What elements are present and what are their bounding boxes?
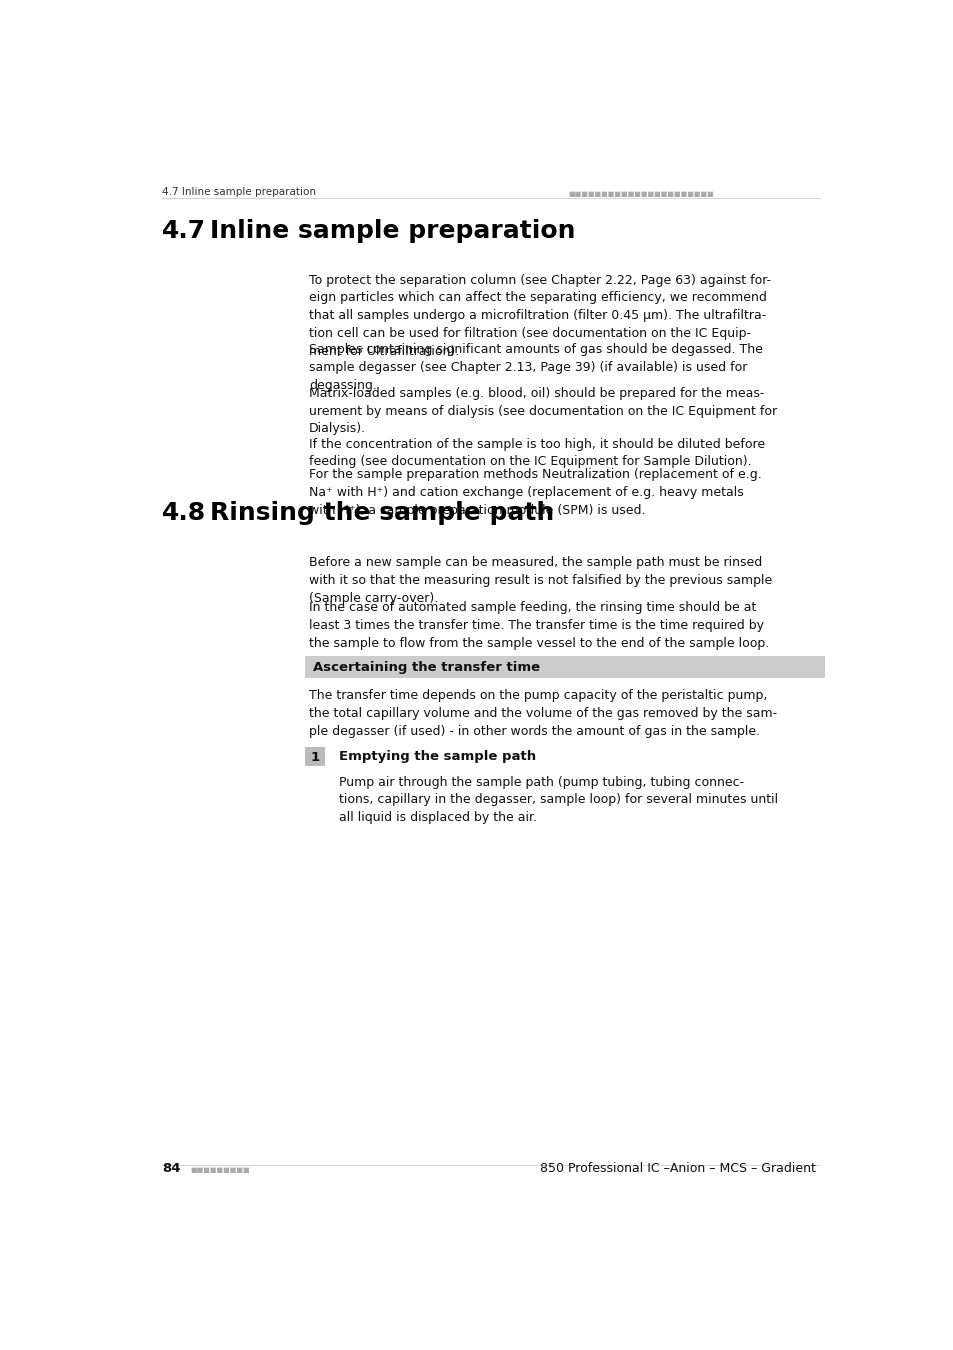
Text: Pump air through the sample path (pump tubing, tubing connec-
tions, capillary i: Pump air through the sample path (pump t…	[338, 776, 777, 825]
Text: Inline sample preparation: Inline sample preparation	[210, 219, 575, 243]
Text: Ascertaining the transfer time: Ascertaining the transfer time	[313, 662, 539, 675]
Text: 84: 84	[162, 1161, 180, 1174]
FancyBboxPatch shape	[305, 747, 325, 765]
Text: For the sample preparation methods Neutralization (replacement of e.g.
Na⁺ with : For the sample preparation methods Neutr…	[309, 468, 761, 517]
Text: If the concentration of the sample is too high, it should be diluted before
feed: If the concentration of the sample is to…	[309, 437, 764, 468]
Text: 1: 1	[311, 751, 319, 764]
Text: 4.8: 4.8	[162, 501, 206, 525]
Text: In the case of automated sample feeding, the rinsing time should be at
least 3 t: In the case of automated sample feeding,…	[309, 601, 768, 649]
Text: Samples containing significant amounts of gas should be degassed. The
sample deg: Samples containing significant amounts o…	[309, 343, 762, 391]
Text: 4.7 Inline sample preparation: 4.7 Inline sample preparation	[162, 186, 315, 197]
Text: 4.7: 4.7	[162, 219, 206, 243]
Text: ■■■■■■■■■■■■■■■■■■■■■■: ■■■■■■■■■■■■■■■■■■■■■■	[568, 190, 714, 197]
Text: Before a new sample can be measured, the sample path must be rinsed
with it so t: Before a new sample can be measured, the…	[309, 556, 772, 605]
Text: 850 Professional IC –Anion – MCS – Gradient: 850 Professional IC –Anion – MCS – Gradi…	[539, 1161, 815, 1174]
Text: Emptying the sample path: Emptying the sample path	[338, 751, 536, 763]
Text: ■■■■■■■■■: ■■■■■■■■■	[191, 1166, 250, 1173]
Text: Rinsing the sample path: Rinsing the sample path	[210, 501, 554, 525]
Text: Matrix-loaded samples (e.g. blood, oil) should be prepared for the meas-
urement: Matrix-loaded samples (e.g. blood, oil) …	[309, 387, 777, 436]
Text: To protect the separation column (see Chapter 2.22, Page 63) against for-
eign p: To protect the separation column (see Ch…	[309, 274, 770, 358]
FancyBboxPatch shape	[305, 656, 823, 678]
Text: The transfer time depends on the pump capacity of the peristaltic pump,
the tota: The transfer time depends on the pump ca…	[309, 690, 777, 738]
